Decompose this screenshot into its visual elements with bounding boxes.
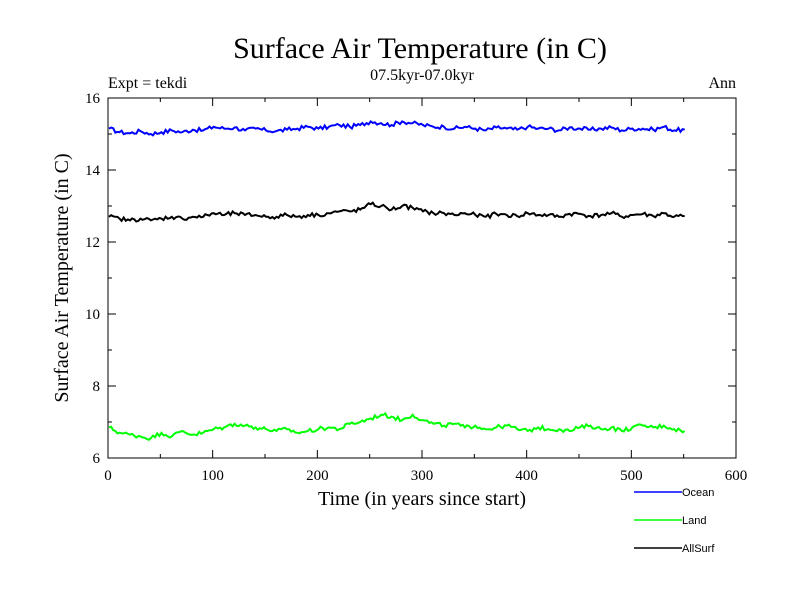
y-tick-label: 12	[85, 235, 100, 251]
x-tick-label: 100	[201, 468, 224, 484]
x-tick-label: 500	[620, 468, 643, 484]
x-tick-label: 400	[515, 468, 538, 484]
x-tick-label: 300	[411, 468, 434, 484]
y-tick-label: 10	[85, 307, 100, 323]
series-line-allsurf	[108, 201, 685, 223]
y-tick-label: 16	[85, 91, 101, 107]
series-line-land	[108, 412, 686, 441]
y-tick-label: 8	[93, 379, 101, 395]
season-label: Ann	[708, 75, 736, 92]
legend-label-allsurf: AllSurf	[682, 543, 715, 555]
plot-frame	[107, 97, 737, 459]
legend: Ocean Land AllSurf	[634, 487, 715, 555]
series-layer	[108, 120, 686, 441]
legend-label-land: Land	[682, 515, 706, 527]
legend-label-ocean: Ocean	[682, 487, 714, 499]
y-axis-ticks: 6 8 10 12 14 16	[85, 91, 736, 467]
series-line-ocean	[108, 120, 685, 137]
x-axis-label: Time (in years since start)	[318, 488, 526, 510]
x-tick-label: 200	[306, 468, 329, 484]
x-tick-label: 600	[725, 468, 748, 484]
chart-title: Surface Air Temperature (in C)	[233, 32, 607, 65]
y-tick-label: 6	[93, 451, 101, 467]
experiment-label: Expt = tekdi	[108, 75, 188, 92]
x-axis-ticks: 0 100 200 300 400 500 600	[104, 98, 747, 484]
y-axis-label: Surface Air Temperature (in C)	[51, 153, 73, 402]
chart-subtitle: 07.5kyr-07.0kyr	[370, 67, 474, 84]
y-tick-label: 14	[85, 163, 101, 179]
x-tick-label: 0	[104, 468, 112, 484]
